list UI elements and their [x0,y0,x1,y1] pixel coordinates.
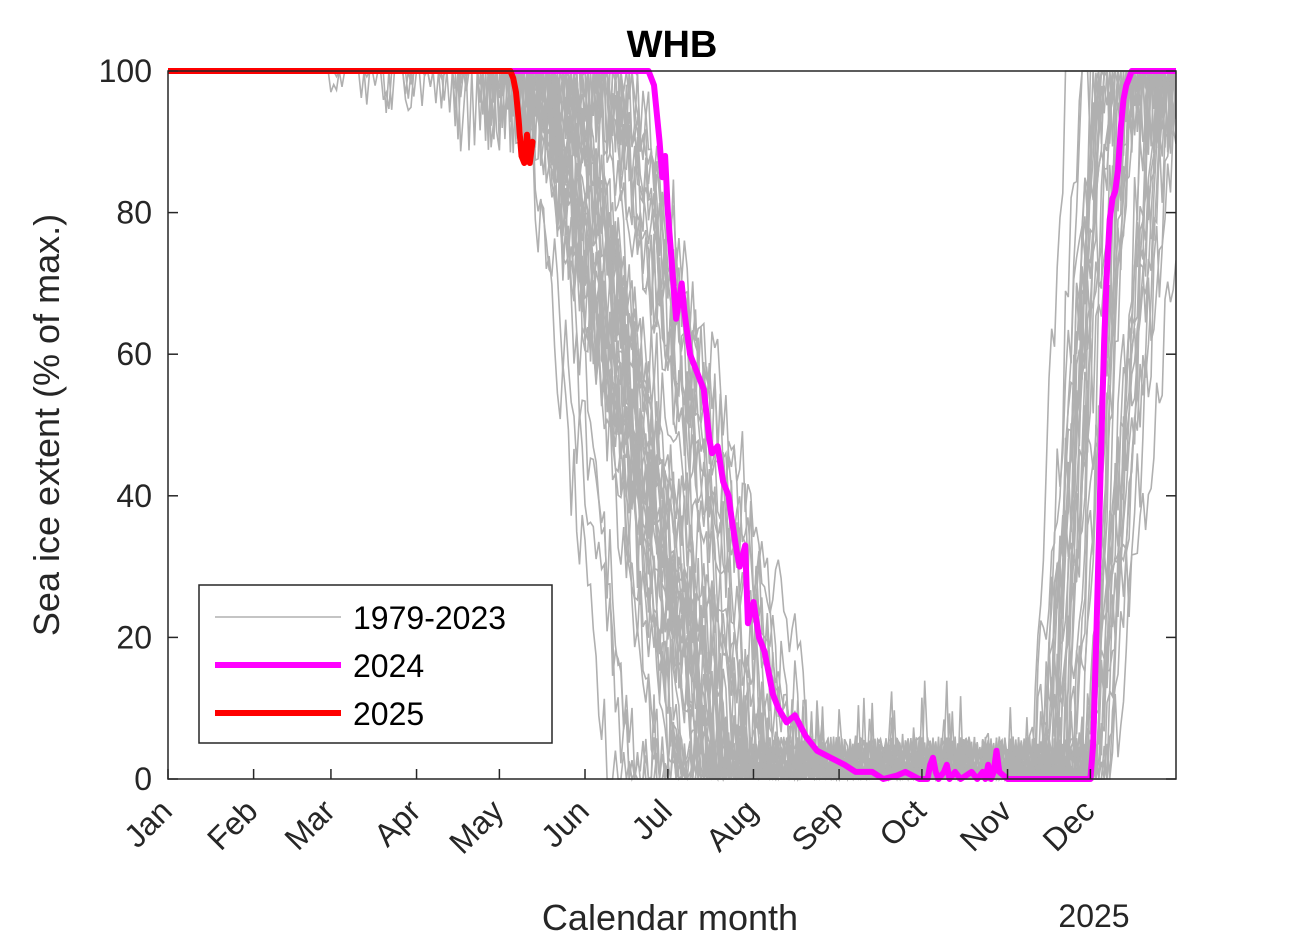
x-tick-label: Feb [200,792,264,856]
x-tick-label: Apr [367,792,428,853]
legend-label: 2025 [353,696,424,732]
x-tick-label: Jan [117,792,179,854]
x-tick-label: Jul [624,792,678,846]
legend-label: 2024 [353,648,424,684]
axes-box [167,70,1177,780]
series-line-2024 [168,68,1176,782]
x-axis-label: Calendar month [542,897,798,938]
year-label: 2025 [1058,898,1129,934]
y-tick-label: 100 [99,53,152,89]
x-tick-label: Oct [872,792,933,853]
y-tick-label: 40 [116,478,152,514]
y-axis-label: Sea ice extent (% of max.) [26,214,67,636]
legend: 1979-2023 2024 2025 [198,584,553,744]
x-tick-label: Dec [1036,792,1102,858]
x-tick-label: Nov [953,792,1019,858]
x-tick-label: Aug [699,792,765,858]
x-tick-label: Mar [277,792,342,857]
x-tick-label: Jun [534,792,596,854]
x-tick-label: Sep [784,792,850,858]
y-tick-label: 0 [134,761,152,797]
y-tick-label: 80 [116,195,152,231]
legend-label: 1979-2023 [353,600,506,636]
y-tick-label: 60 [116,336,152,372]
x-tick-label: May [442,792,510,860]
chart-title: WHB [627,24,718,66]
y-tick-label: 20 [116,619,152,655]
